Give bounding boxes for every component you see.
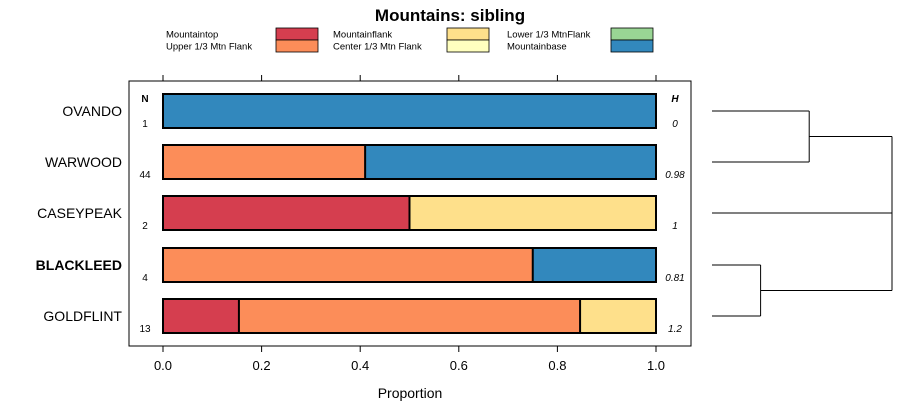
plot-frame — [128, 80, 692, 347]
legend-label-mountainbase: Mountainbase — [507, 42, 567, 53]
h-column-header: H — [671, 94, 679, 105]
bar-segment-caseypeak-mountaintop — [163, 196, 410, 230]
x-axis: 0.0 0.2 0.4 0.6 0.8 1.0 — [154, 75, 665, 373]
category-label-goldflint: GOLDFLINT — [43, 308, 122, 324]
n-column-header: N — [141, 94, 148, 105]
bar-segment-goldflint-mountaintop — [163, 299, 239, 333]
category-label-ovando: OVANDO — [62, 103, 122, 119]
bar-segment-caseypeak-mountainflank — [409, 196, 656, 230]
dendrogram — [712, 110, 893, 317]
h-value-warwood: 0.98 — [665, 170, 685, 181]
bar-outline-blackleed — [162, 247, 657, 283]
bars: OVANDO 1 0 WARWOOD 44 0.98 CASEYPEAK 2 1 BLACKLEE… — [36, 93, 685, 335]
h-value-goldflint: 1.2 — [668, 324, 682, 335]
category-label-caseypeak: CASEYPEAK — [37, 205, 122, 221]
category-label-blackleed: BLACKLEED — [36, 257, 122, 273]
legend-swatch-upper-1-3-mtn-flank — [275, 39, 319, 53]
legend-swatch-mountaintop — [275, 27, 319, 41]
bar-outline-warwood — [162, 144, 657, 180]
n-value-caseypeak: 2 — [142, 221, 148, 232]
bar-outline-ovando — [162, 93, 657, 129]
bar-segment-ovando-mountainbase — [163, 94, 656, 128]
bar-outline-goldflint — [162, 298, 657, 334]
h-value-caseypeak: 1 — [672, 221, 678, 232]
x-tick-label: 0.2 — [253, 358, 271, 373]
bar-outline-caseypeak — [162, 195, 657, 231]
x-tick-label: 1.0 — [647, 358, 665, 373]
x-axis-label: Proportion — [378, 385, 443, 401]
bar-segment-warwood-upper-1-3-mtn-flank — [163, 145, 366, 179]
chart-title: Mountains: sibling — [375, 6, 525, 25]
bar-segment-blackleed-upper-1-3-mtn-flank — [163, 248, 533, 282]
x-tick-label: 0.4 — [351, 358, 369, 373]
x-tick-label: 0.8 — [548, 358, 566, 373]
n-value-blackleed: 4 — [142, 273, 148, 284]
h-value-blackleed: 0.81 — [665, 273, 684, 284]
legend-label-center-1-3-mtn-flank: Center 1/3 Mtn Flank — [333, 42, 422, 53]
legend-swatch-mountainflank — [446, 27, 490, 41]
legend-swatch-lower-1-3-mtnflank — [610, 27, 654, 41]
x-tick-label: 0.0 — [154, 358, 172, 373]
bar-segment-goldflint-upper-1-3-mtn-flank — [238, 299, 581, 333]
legend-label-mountaintop: Mountaintop — [166, 30, 218, 41]
category-label-warwood: WARWOOD — [45, 154, 122, 170]
n-value-ovando: 1 — [142, 119, 148, 130]
x-tick-label: 0.6 — [450, 358, 468, 373]
h-value-ovando: 0 — [672, 119, 678, 130]
n-value-goldflint: 13 — [139, 324, 151, 335]
legend-label-lower-1-3-mtnflank: Lower 1/3 MtnFlank — [507, 30, 591, 41]
bar-segment-warwood-mountainbase — [365, 145, 656, 179]
legend-label-mountainflank: Mountainflank — [333, 30, 392, 41]
legend-swatch-mountainbase — [610, 39, 654, 53]
legend-swatch-center-1-3-mtn-flank — [446, 39, 490, 53]
n-value-warwood: 44 — [139, 170, 151, 181]
legend-label-upper-1-3-mtn-flank: Upper 1/3 Mtn Flank — [166, 42, 252, 53]
bar-segment-blackleed-mountainbase — [532, 248, 656, 282]
bar-segment-goldflint-mountainflank — [580, 299, 656, 333]
